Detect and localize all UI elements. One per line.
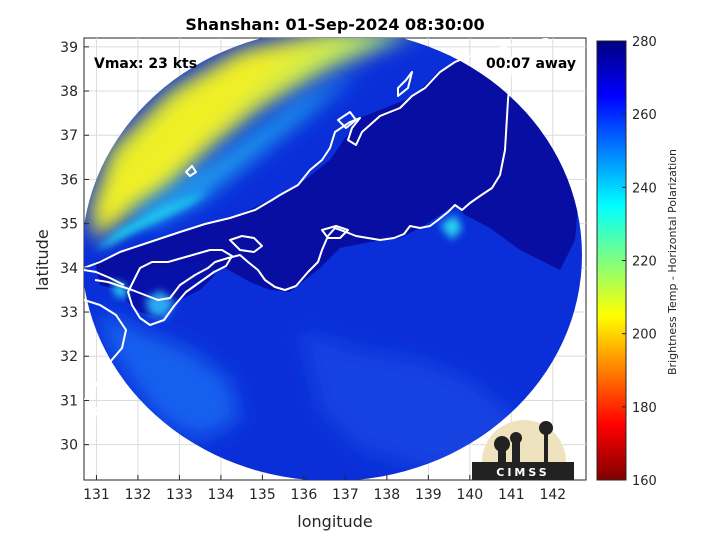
colorbar-ticks: 160 180 200 220 240 260 280 [622,35,657,489]
x-tick-label: 141 [498,487,525,503]
x-tick-label: 138 [373,487,400,503]
y-tick-label: 36 [60,172,78,188]
y-axis-ticks: 30 31 32 33 34 35 36 37 38 39 [60,40,89,454]
coastlines [84,38,549,421]
y-tick-label: 35 [60,217,78,233]
y-tick-label: 33 [60,305,78,321]
cimss-logo: CIMSS [472,420,574,480]
y-tick-label: 31 [60,393,78,409]
y-tick-label: 38 [60,84,78,100]
y-tick-label: 37 [60,128,78,144]
y-tick-label: 39 [60,40,78,56]
y-tick-label: 32 [60,349,78,365]
chart-title: Shanshan: 01-Sep-2024 08:30:00 [185,15,484,34]
time-offset-annotation: 00:07 away [486,56,576,72]
x-tick-label: 136 [291,487,318,503]
x-tick-label: 139 [415,487,442,503]
x-tick-label: 133 [166,487,193,503]
colorbar-tick-label: 220 [632,255,657,270]
colorbar-tick-label: 280 [632,35,657,50]
colorbar-tick-label: 180 [632,401,657,416]
x-tick-label: 131 [83,487,110,503]
x-tick-label: 134 [208,487,235,503]
colorbar-tick-label: 160 [632,474,657,489]
colorbar-tick-label: 200 [632,328,657,343]
colorbar-tick-label: 260 [632,108,657,123]
x-tick-label: 142 [539,487,566,503]
colorbar-tick-label: 240 [632,181,657,196]
vmax-annotation: Vmax: 23 kts [94,56,197,72]
y-axis-label: latitude [33,229,52,290]
colorbar-label: Brightness Temp - Horizontal Polarizatio… [666,149,679,375]
x-tick-label: 137 [332,487,359,503]
brightness-temperature-swath [84,38,582,480]
x-axis-label: longitude [297,512,372,531]
colorbar [596,40,627,481]
x-tick-label: 140 [456,487,483,503]
x-tick-label: 132 [125,487,152,503]
x-axis-ticks: 131 132 133 134 135 136 137 138 139 140 141 142 [83,475,566,503]
logo-text: CIMSS [496,466,549,479]
x-tick-label: 135 [249,487,276,503]
y-tick-label: 30 [60,438,78,454]
y-tick-label: 34 [60,261,78,277]
